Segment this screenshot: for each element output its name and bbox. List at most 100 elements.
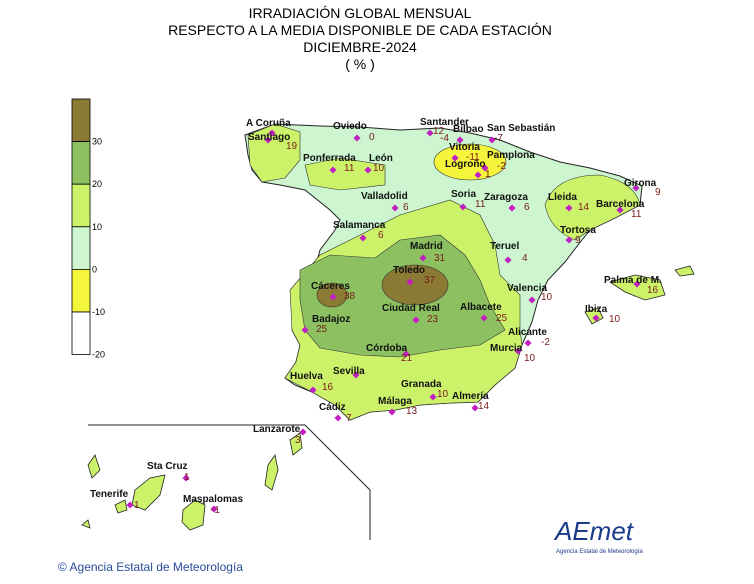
- station-value: 9: [575, 235, 581, 246]
- station-value: 37: [424, 275, 436, 286]
- station-marker: [210, 505, 218, 513]
- station-value: 0: [369, 132, 375, 143]
- station-value: 6: [524, 202, 530, 213]
- station-name: Teruel: [490, 241, 519, 252]
- station-value: 9: [655, 187, 661, 198]
- station-marker: [412, 316, 420, 324]
- station-value: 14: [578, 202, 590, 213]
- station-name: Santander: [420, 117, 469, 128]
- station-value: 10: [373, 163, 385, 174]
- station-marker: [480, 314, 488, 322]
- station-name: Lanzarote: [253, 424, 301, 435]
- station-name: Tortosa: [560, 225, 596, 236]
- station-marker: [471, 404, 479, 412]
- legend-label: -20: [92, 350, 105, 360]
- legend-swatch: [71, 226, 91, 270]
- station-name: Salamanca: [333, 220, 386, 231]
- station-value: 1: [184, 472, 190, 483]
- station-marker: [402, 350, 410, 358]
- station-name: León: [369, 153, 393, 164]
- station-value: 4: [522, 253, 528, 264]
- station-name: Oviedo: [333, 121, 367, 132]
- station-value: 1: [485, 169, 491, 180]
- station-value: -7: [494, 133, 503, 144]
- station-name: Pamplona: [487, 150, 535, 161]
- contours: [247, 123, 641, 421]
- station-name: Badajoz: [312, 314, 350, 325]
- station-marker: [353, 134, 361, 142]
- legend-swatch: [71, 141, 91, 185]
- station-name: Valencia: [507, 283, 547, 294]
- station-name: A Coruña: [246, 118, 291, 129]
- station-value: 14: [478, 401, 490, 412]
- station-marker: [299, 428, 307, 436]
- title: RESPECTO A LA MEDIA DISPONIBLE DE CADA E…: [168, 22, 552, 38]
- station-marker: [391, 204, 399, 212]
- title: ( % ): [345, 56, 375, 72]
- station-value: 10: [609, 314, 621, 325]
- station-value: 25: [496, 313, 508, 324]
- station-name: Granada: [401, 379, 442, 390]
- legend-label: 30: [92, 137, 102, 147]
- station-value: 16: [647, 285, 659, 296]
- station-marker: [329, 293, 337, 301]
- station-name: Huelva: [290, 371, 323, 382]
- station-marker: [528, 296, 536, 304]
- legend-swatch: [71, 183, 91, 228]
- logo: AEmet: [553, 516, 635, 546]
- station-value: 11: [344, 163, 355, 174]
- station-value: -4: [440, 133, 449, 144]
- legend-swatch: [71, 311, 91, 355]
- station-name: Albacete: [460, 302, 502, 313]
- station-name: Málaga: [378, 396, 412, 407]
- station-name: Zaragoza: [484, 192, 528, 203]
- station-marker: [508, 204, 516, 212]
- station-name: Lleida: [548, 192, 577, 203]
- station-value: -11: [466, 152, 480, 163]
- legend: 30 20 10 0 -10 -20: [71, 98, 105, 360]
- station-name: Murcia: [490, 343, 523, 354]
- station-value: 21: [401, 353, 413, 364]
- station-name: Vitoria: [449, 142, 480, 153]
- legend-swatch: [71, 268, 91, 313]
- legend-label: -10: [92, 307, 105, 317]
- station-marker: [451, 154, 459, 162]
- station-marker: [632, 184, 640, 192]
- station-name: Ponferrada: [303, 153, 356, 164]
- station-marker: [264, 136, 272, 144]
- title: DICIEMBRE-2024: [303, 39, 417, 55]
- station-marker: [309, 386, 317, 394]
- station-name: Valladolid: [361, 191, 408, 202]
- station-marker: [524, 339, 532, 347]
- station-marker: [334, 414, 342, 422]
- station-name: Córdoba: [366, 343, 408, 354]
- station-marker: [426, 129, 434, 137]
- station-value: 12: [433, 126, 445, 137]
- station-name: Tenerife: [90, 489, 129, 500]
- station-marker: [504, 256, 512, 264]
- station-marker: [459, 203, 467, 211]
- station-value: 16: [322, 382, 334, 393]
- station-value: 10: [541, 292, 553, 303]
- station-value: 1: [134, 500, 140, 511]
- station-name: Soria: [451, 189, 476, 200]
- station-marker: [352, 371, 360, 379]
- station-name: Sevilla: [333, 366, 365, 377]
- station-marker: [301, 326, 309, 334]
- station-marker: [565, 204, 573, 212]
- station-value: 7: [346, 413, 352, 424]
- station-value: -2: [541, 337, 550, 348]
- station-marker: [268, 129, 276, 137]
- station-name: Madrid: [410, 241, 443, 252]
- station-marker: [359, 234, 367, 242]
- station-marker: [633, 280, 641, 288]
- station-value: 6: [403, 202, 409, 213]
- station-name: Logroño: [445, 159, 486, 170]
- station-marker: [364, 166, 372, 174]
- station-marker: [565, 236, 573, 244]
- station-name: Bilbao: [453, 124, 484, 135]
- canary-frame: [88, 424, 371, 540]
- station-name: Cáceres: [311, 281, 350, 292]
